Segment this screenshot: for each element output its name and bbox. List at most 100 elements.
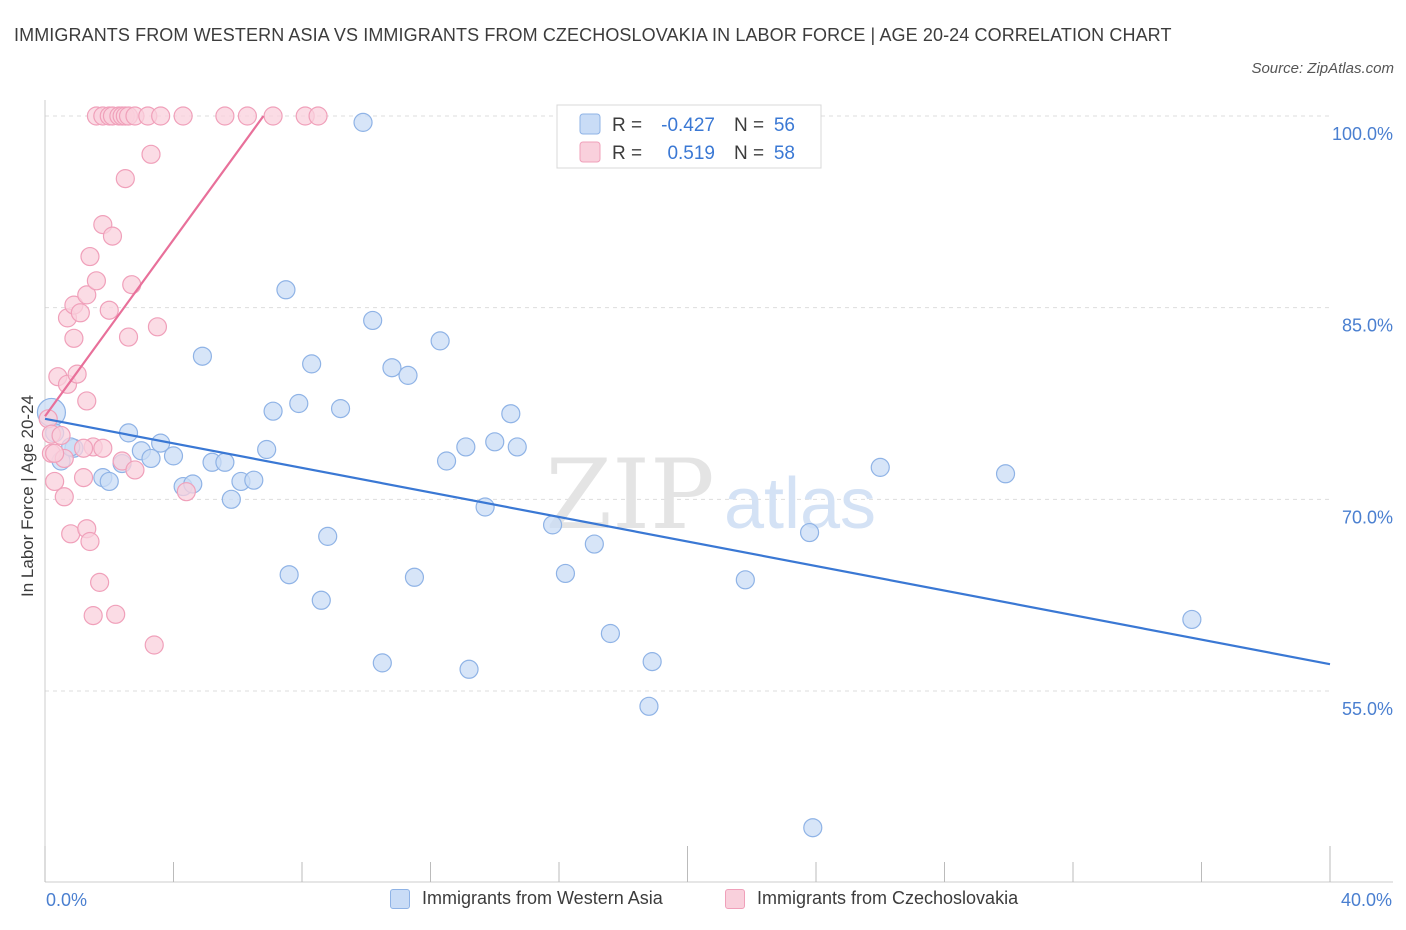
- western-asia-point-22: [276, 280, 296, 300]
- x-axis-min-label: 0.0%: [46, 890, 88, 910]
- western-asia-point-14: [192, 346, 213, 366]
- western-asia-point-46: [600, 623, 621, 644]
- legend-item-western-asia: Immigrants from Western Asia: [390, 888, 663, 909]
- watermark-atlas: atlas: [724, 464, 876, 544]
- legend-r-value-2: 0.519: [667, 143, 715, 164]
- trend-layer: [44, 115, 1331, 666]
- western-asia-point-17: [221, 489, 241, 509]
- western-asia-point-5: [99, 471, 119, 492]
- western-asia-point-43: [542, 515, 563, 535]
- grid-layer: [45, 115, 1330, 692]
- western-asia-point-20: [257, 439, 277, 460]
- legend-swatch-blue: [579, 113, 601, 135]
- y-tick-label-3: 55.0%: [1342, 699, 1393, 719]
- legend-swatch-czechoslovakia: [725, 888, 745, 909]
- western-asia-point-54: [1182, 609, 1202, 630]
- czechoslovakia-point-47: [147, 317, 168, 337]
- western-asia-point-34: [404, 567, 425, 587]
- western-asia-point-23: [279, 565, 299, 585]
- czechoslovakia-point-51: [237, 106, 257, 126]
- czechoslovakia-point-49: [176, 482, 196, 502]
- czechoslovakia-point-14: [70, 303, 90, 323]
- western-asia-point-19: [244, 470, 264, 490]
- western-asia-point-53: [995, 464, 1016, 484]
- legend-item-czechoslovakia: Immigrants from Czechoslovakia: [725, 888, 1018, 909]
- western-asia-point-29: [353, 112, 373, 132]
- chart-title: IMMIGRANTS FROM WESTERN ASIA VS IMMIGRAN…: [14, 25, 1172, 45]
- western-asia-point-41: [501, 404, 521, 424]
- correlation-legend: R = -0.427 N = 56 R = 0.519 N = 58: [556, 104, 822, 169]
- czechoslovakia-point-10: [61, 524, 81, 544]
- czechoslovakia-point-20: [80, 246, 100, 267]
- bottom-legend: Immigrants from Western Asia Immigrants …: [0, 888, 1406, 916]
- legend-swatch-pink: [579, 141, 601, 163]
- czechoslovakia-point-33: [106, 604, 126, 624]
- czechoslovakia-point-41: [122, 275, 142, 295]
- czechoslovakia-point-17: [77, 391, 97, 411]
- western-asia-point-37: [456, 437, 476, 457]
- axis-layer: [44, 100, 1393, 883]
- czechoslovakia-point-39: [118, 327, 139, 347]
- western-asia-point-35: [430, 331, 450, 351]
- legend-r-value-1: -0.427: [661, 115, 715, 136]
- western-asia-point-44: [555, 563, 576, 584]
- western-asia-point-33: [398, 365, 418, 385]
- x-axis-max-label: 40.0%: [1340, 890, 1392, 910]
- czechoslovakia-point-50: [215, 106, 235, 126]
- legend-r-label-1: R =: [612, 115, 642, 136]
- czechoslovakia-point-37: [115, 169, 135, 189]
- western-asia-point-51: [803, 818, 823, 838]
- czechoslovakia-point-55: [45, 443, 65, 463]
- czechoslovakia-point-54: [308, 106, 328, 126]
- source-label: Source: ZipAtlas.com: [1251, 60, 1394, 77]
- watermark-zip: ZIP: [545, 439, 714, 551]
- western-asia-trend-line: [44, 417, 1331, 666]
- czechoslovakia-point-57: [173, 106, 193, 126]
- legend-label-czechoslovakia: Immigrants from Czechoslovakia: [757, 888, 1019, 908]
- czechoslovakia-point-5: [51, 425, 71, 446]
- legend-r-label-2: R =: [612, 143, 642, 164]
- western-asia-point-27: [318, 526, 338, 546]
- czechoslovakia-point-22: [83, 606, 103, 626]
- czechoslovakia-point-16: [77, 285, 97, 305]
- czechoslovakia-point-56: [73, 438, 94, 458]
- czechoslovakia-point-25: [90, 572, 110, 592]
- western-asia-point-30: [363, 310, 383, 331]
- czechoslovakia-point-3: [45, 471, 65, 492]
- western-asia-point-42: [507, 437, 527, 457]
- western-asia-point-16: [215, 452, 235, 472]
- czechoslovakia-point-23: [86, 271, 107, 291]
- western-asia-point-48: [639, 696, 659, 716]
- western-asia-point-36: [436, 451, 457, 471]
- legend-n-value-1: 56: [774, 115, 795, 136]
- czechoslovakia-point-42: [125, 460, 145, 480]
- czechoslovakia-point-31: [102, 226, 123, 246]
- watermark: ZIP atlas: [545, 439, 876, 551]
- western-asia-point-50: [799, 522, 820, 543]
- czechoslovakia-point-15: [73, 468, 94, 488]
- czechoslovakia-point-26: [93, 438, 113, 458]
- czechoslovakia-point-11: [64, 328, 84, 348]
- western-asia-point-32: [382, 358, 402, 378]
- y-tick-labels: 100.0% 85.0% 70.0% 55.0%: [1332, 124, 1393, 719]
- western-asia-point-45: [584, 534, 604, 554]
- czechoslovakia-point-19: [80, 531, 100, 552]
- czechoslovakia-point-46: [144, 635, 164, 655]
- y-tick-label-1: 85.0%: [1342, 316, 1393, 336]
- legend-n-label-1: N =: [734, 115, 764, 136]
- czechoslovakia-point-30: [99, 300, 119, 320]
- western-asia-point-31: [372, 653, 392, 673]
- czechoslovakia-point-48: [151, 106, 171, 126]
- western-asia-point-21: [263, 401, 283, 421]
- western-asia-point-28: [330, 399, 351, 419]
- y-tick-label-0: 100.0%: [1332, 124, 1393, 144]
- western-asia-point-38: [459, 659, 479, 679]
- western-asia-point-26: [311, 590, 331, 610]
- legend-n-value-2: 58: [774, 143, 795, 164]
- western-asia-point-52: [870, 457, 890, 477]
- czechoslovakia-point-52: [263, 106, 283, 126]
- western-asia-point-9: [141, 448, 161, 469]
- legend-label-western-asia: Immigrants from Western Asia: [422, 888, 663, 908]
- y-tick-label-2: 70.0%: [1342, 507, 1393, 527]
